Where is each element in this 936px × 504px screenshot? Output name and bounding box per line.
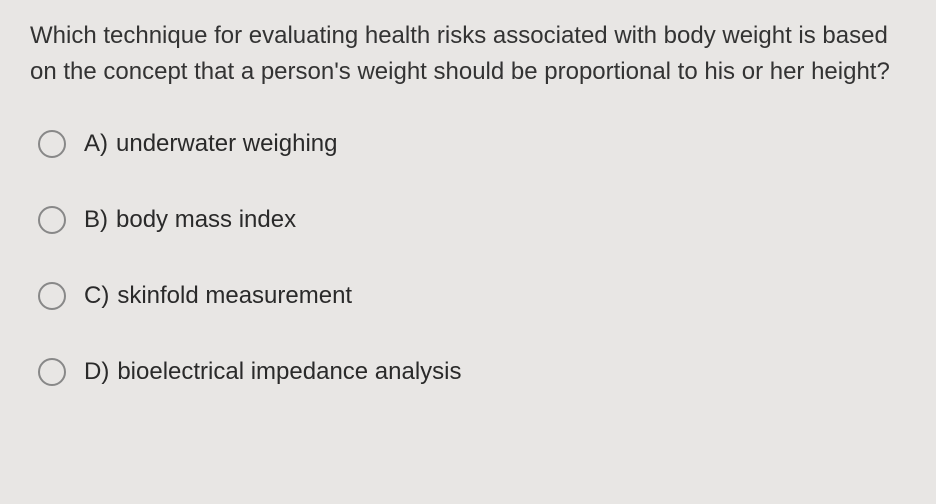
option-label: A) underwater weighing: [84, 130, 337, 158]
option-letter: D): [84, 358, 109, 386]
option-text: underwater weighing: [116, 130, 337, 158]
option-label: C) skinfold measurement: [84, 282, 352, 310]
options-list: A) underwater weighing B) body mass inde…: [30, 130, 906, 386]
option-letter: C): [84, 282, 109, 310]
option-text: body mass index: [116, 206, 296, 234]
radio-circle-icon[interactable]: [38, 282, 66, 310]
option-letter: A): [84, 130, 108, 158]
option-a[interactable]: A) underwater weighing: [38, 130, 906, 158]
option-d[interactable]: D) bioelectrical impedance analysis: [38, 358, 906, 386]
radio-circle-icon[interactable]: [38, 130, 66, 158]
option-b[interactable]: B) body mass index: [38, 206, 906, 234]
option-text: skinfold measurement: [117, 282, 352, 310]
option-label: B) body mass index: [84, 206, 296, 234]
option-letter: B): [84, 206, 108, 234]
radio-circle-icon[interactable]: [38, 206, 66, 234]
option-label: D) bioelectrical impedance analysis: [84, 358, 462, 386]
option-text: bioelectrical impedance analysis: [117, 358, 461, 386]
question-text: Which technique for evaluating health ri…: [30, 18, 906, 90]
radio-circle-icon[interactable]: [38, 358, 66, 386]
option-c[interactable]: C) skinfold measurement: [38, 282, 906, 310]
